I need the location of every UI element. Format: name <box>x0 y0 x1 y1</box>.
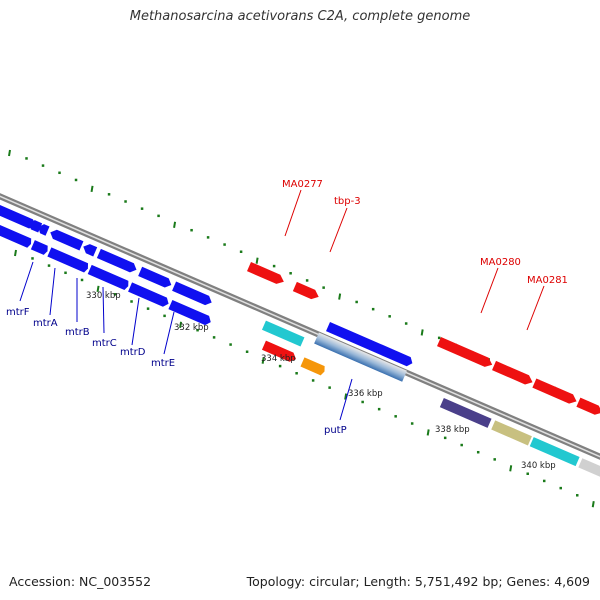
gene-mtrD[interactable] <box>128 282 171 308</box>
label-leaders <box>19 189 545 421</box>
gene-block-silver-right[interactable] <box>578 458 600 484</box>
gene-red-2[interactable] <box>292 281 321 302</box>
gene-mtrB[interactable] <box>47 247 90 273</box>
forward-strand <box>0 200 600 484</box>
gene-red-1[interactable] <box>247 262 286 286</box>
gene-label-mtrC[interactable]: mtrC <box>92 338 117 349</box>
gene-putP-bar[interactable] <box>314 332 407 382</box>
gene-label-mtrE[interactable]: mtrE <box>151 358 175 369</box>
gene-label-mtrB[interactable]: mtrB <box>65 327 90 338</box>
ruler-label-336: 336 kbp <box>348 389 383 399</box>
genome-summary-text: Topology: circular; Length: 5,751,492 bp… <box>246 574 590 589</box>
gene-label-mtrD[interactable]: mtrD <box>120 347 146 358</box>
gene-block-forward-5[interactable] <box>81 242 98 257</box>
red-gene-row <box>247 262 321 302</box>
inner-ruler-tick <box>591 501 595 508</box>
genome-backbone <box>0 193 600 460</box>
gene-label-MA0281[interactable]: MA0281 <box>527 275 568 286</box>
ruler-label-334: 334 kbp <box>261 354 296 364</box>
gene-block-ma0277[interactable] <box>261 320 305 347</box>
gene-block-cyan-right[interactable] <box>529 437 580 467</box>
inner-ruler-tick <box>96 285 100 293</box>
forward-strand-row2 <box>0 220 326 376</box>
gene-block-forward-2[interactable] <box>27 219 43 233</box>
outer-dot-ruler <box>8 149 589 408</box>
gene-mtrC[interactable] <box>87 264 131 291</box>
gene-block-forward-8[interactable] <box>172 281 214 308</box>
outer-ruler-tick <box>255 257 259 264</box>
gene-red-right-3[interactable] <box>532 378 578 406</box>
gene-mtrF[interactable] <box>0 220 33 248</box>
gene-block-forward-3[interactable] <box>36 223 50 236</box>
inner-ruler-tick <box>344 393 348 400</box>
inner-ruler-tick <box>14 249 17 257</box>
putp-region <box>314 322 414 382</box>
inner-dot-ruler <box>14 249 595 508</box>
gene-label-putP[interactable]: putP <box>324 425 347 436</box>
inner-ruler-tick <box>261 357 265 364</box>
gene-red-ma0280[interactable] <box>437 337 494 369</box>
ruler-label-332: 332 kbp <box>174 323 209 333</box>
inner-ruler-tick <box>179 321 183 328</box>
gene-block-navy[interactable] <box>439 397 492 428</box>
gene-block-red-ma0277[interactable] <box>261 340 298 364</box>
gene-red-right-4[interactable] <box>576 397 600 418</box>
gene-putP-blue[interactable] <box>326 322 414 368</box>
gene-red-ma0281[interactable] <box>492 360 535 387</box>
gene-label-MA0277[interactable]: MA0277 <box>282 179 323 190</box>
outer-ruler-tick <box>90 185 94 193</box>
map-title: Methanosarcina acetivorans C2A, complete… <box>129 9 471 24</box>
outer-ruler-tick <box>173 221 177 228</box>
gene-mtrE[interactable] <box>168 299 212 327</box>
outer-ruler-tick <box>8 149 11 157</box>
gene-label-mtrA[interactable]: mtrA <box>33 318 58 329</box>
inner-ruler-tick <box>509 465 513 472</box>
outer-ruler-tick <box>338 293 342 300</box>
gene-label-tbp-3[interactable]: tbp-3 <box>334 196 361 207</box>
gene-block-forward-6[interactable] <box>96 248 139 275</box>
ruler-label-338: 338 kbp <box>435 425 470 435</box>
gene-block-khaki[interactable] <box>491 420 532 446</box>
outer-ruler-tick <box>420 329 424 336</box>
gene-tbp-3[interactable] <box>300 357 326 376</box>
accession-text: Accession: NC_003552 <box>9 574 152 589</box>
ruler-label-340: 340 kbp <box>521 461 556 471</box>
inner-ruler-tick <box>426 429 430 436</box>
gene-block-forward-1[interactable] <box>0 200 38 230</box>
red-gene-row-right <box>437 337 600 418</box>
gene-label-MA0280[interactable]: MA0280 <box>480 257 521 268</box>
gene-block-forward-7[interactable] <box>138 266 173 290</box>
gene-mtrA[interactable] <box>30 240 50 256</box>
gene-block-forward-4[interactable] <box>48 228 84 251</box>
gene-label-mtrF[interactable]: mtrF <box>6 307 30 318</box>
